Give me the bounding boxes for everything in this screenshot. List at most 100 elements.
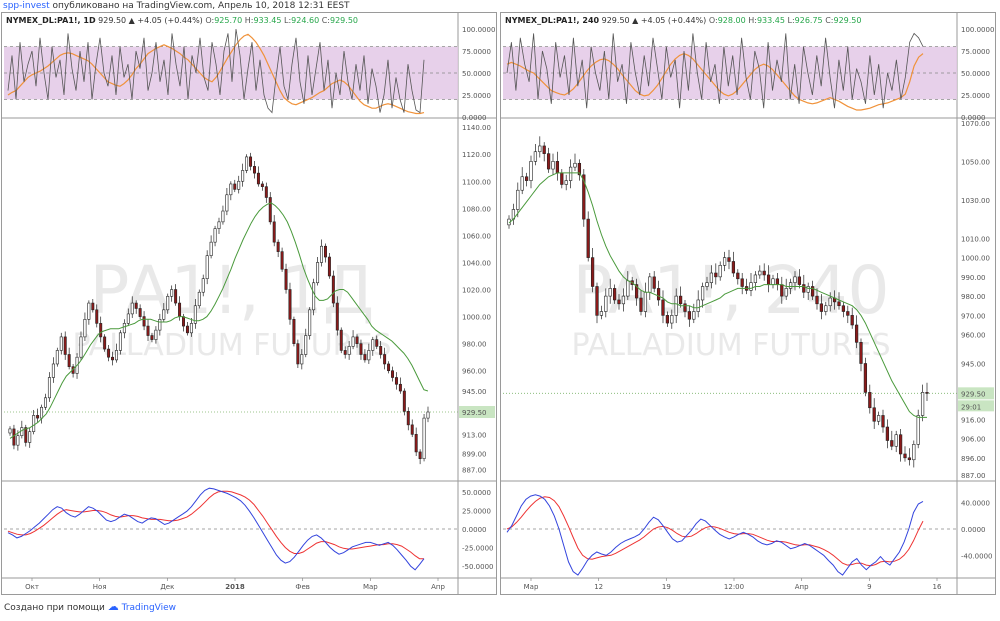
candle-body [55, 350, 59, 365]
candle-body [546, 153, 551, 170]
footer-bar: Создано при помощи ☁ TradingView [0, 600, 1000, 621]
price-tick-label: 913.00 [462, 431, 487, 439]
candle-body [51, 363, 55, 378]
price-tick-label: 1050.00 [961, 158, 990, 166]
macd-line [506, 494, 924, 576]
candle-body [264, 186, 268, 198]
candle-body [91, 302, 95, 311]
stoch-tick-label: 25.0000 [961, 92, 990, 100]
candle-body [771, 278, 775, 285]
candle-body [850, 315, 854, 326]
price-tick-label: 1040.00 [462, 259, 491, 267]
candle-body [564, 180, 568, 185]
candle-body [154, 329, 158, 340]
candle-body [323, 245, 327, 258]
candle-body [841, 305, 846, 312]
stoch-tick-label: 50.0000 [462, 70, 491, 78]
candle-body [375, 339, 379, 347]
price-tick-label: 980.00 [961, 293, 986, 301]
last-price-tag [459, 406, 495, 419]
candle-body [185, 325, 189, 334]
candle-body [868, 392, 872, 409]
x-tick-label: Окт [25, 583, 39, 591]
price-tick-label: 1020.00 [462, 287, 491, 295]
candle-body [604, 295, 608, 312]
candle-body [854, 324, 859, 343]
moving-average-line [9, 202, 429, 439]
stoch-d-line [506, 52, 924, 111]
candle-body [398, 383, 402, 392]
macd-signal-line [506, 496, 924, 567]
candle-body [351, 336, 355, 347]
author-link[interactable]: spp-invest [3, 1, 50, 11]
candle-body [705, 282, 709, 287]
candle-body [678, 295, 683, 305]
legend-header: NYMEX_DL:PA1!, 240 929.50 ▲ +4.05 (+0.44… [505, 16, 862, 25]
stoch-tick-label: 75.0000 [462, 48, 491, 56]
macd-tick-label: -50.0000 [462, 563, 493, 571]
candle-body [339, 329, 343, 351]
candle-body [898, 434, 903, 455]
candle-body [146, 325, 150, 336]
candle-body [661, 299, 665, 316]
x-tick-label: Апр [795, 583, 809, 591]
candle-body [753, 274, 758, 283]
candle-body [907, 457, 912, 461]
chart-panel-right[interactable]: NYMEX_DL:PA1!, 240 929.50 ▲ +4.05 (+0.44… [500, 12, 996, 595]
price-tick-label: 899.00 [462, 450, 487, 458]
candle-body [718, 265, 722, 278]
last-price-label: 929.50 [961, 390, 986, 398]
stoch-d-line [7, 33, 425, 115]
candle-body [414, 434, 418, 453]
stoch-tick-label: 100.0000 [462, 26, 495, 34]
macd-tick-label: 0.0000 [961, 526, 986, 534]
x-tick-label: 2018 [225, 583, 245, 591]
candle-body [670, 315, 674, 324]
candle-body [863, 363, 868, 393]
x-tick-label: Фев [295, 583, 309, 591]
candle-body [749, 282, 753, 291]
candle-body [617, 299, 621, 305]
x-tick-label: Апр [431, 583, 445, 591]
price-tick-label: 1120.00 [462, 151, 491, 159]
chart-panel-left[interactable]: NYMEX_DL:PA1!, 1D 929.50 ▲ +4.05 (+0.44%… [1, 12, 497, 595]
countdown-label: 29:01 [961, 403, 981, 411]
candle-body [280, 251, 284, 270]
candle-body [665, 315, 670, 324]
x-tick-label: 16 [933, 583, 942, 591]
candle-body [577, 162, 582, 176]
candle-body [36, 415, 40, 419]
legend-header: NYMEX_DL:PA1!, 1D 929.50 ▲ +4.05 (+0.44%… [6, 16, 358, 25]
stoch-tick-label: 0.0000 [961, 114, 986, 122]
candle-body [178, 302, 182, 317]
candle-body [422, 417, 426, 459]
candle-body [524, 176, 529, 181]
candle-body [912, 444, 916, 461]
stoch-tick-label: 0.0000 [462, 114, 487, 122]
price-tick-label: 896.00 [961, 455, 986, 463]
price-tick-label: 1000.00 [961, 255, 990, 263]
price-tick-label: 906.00 [961, 436, 986, 444]
price-tick-label: 887.00 [961, 472, 986, 480]
change-label: 929.50 ▲ +4.05 (+0.44%) [601, 16, 707, 25]
candle-body [696, 299, 700, 312]
price-tick-label: 945.00 [961, 360, 986, 368]
candle-body [634, 284, 639, 299]
candle-body [394, 377, 398, 385]
close-value: 929.50 [833, 16, 862, 25]
candle-body [722, 257, 727, 266]
candle-body [881, 415, 885, 428]
candle-body [209, 241, 213, 256]
candle-body [367, 350, 371, 361]
tradingview-link[interactable]: TradingView [121, 603, 177, 613]
candle-body [237, 180, 241, 190]
candle-body [272, 221, 276, 243]
candle-body [626, 280, 630, 297]
candle-body [32, 415, 36, 432]
x-tick-label: 9 [867, 583, 871, 591]
candle-body [363, 354, 367, 361]
macd-tick-label: 0.0000 [462, 526, 487, 534]
candle-body [876, 415, 881, 422]
